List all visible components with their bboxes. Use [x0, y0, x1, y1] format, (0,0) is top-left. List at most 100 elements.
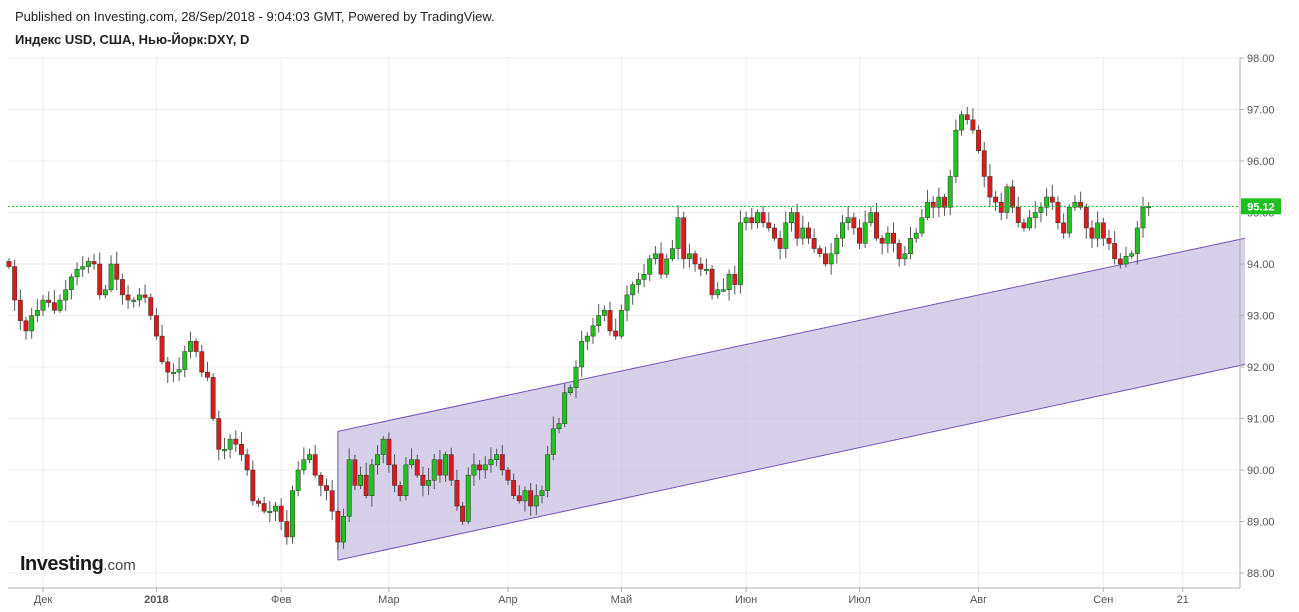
y-tick-label: 92.00	[1247, 362, 1275, 374]
candle-body	[409, 459, 415, 466]
investing-logo: Investing.com	[20, 553, 136, 575]
candle-body	[505, 469, 511, 481]
candle-body	[601, 310, 607, 316]
candle-body	[454, 480, 460, 507]
candle-body	[981, 150, 987, 177]
candle-body	[437, 459, 443, 476]
candle-body	[715, 289, 721, 296]
candle-body	[244, 454, 250, 471]
candle-body	[284, 521, 290, 538]
candle-body	[584, 335, 590, 342]
candle-body	[953, 129, 959, 177]
candle-body	[987, 176, 993, 198]
candle-body	[392, 464, 398, 486]
candle-body	[187, 341, 193, 352]
candle-body	[329, 490, 335, 512]
candle-body	[460, 505, 466, 522]
candle-body	[29, 315, 35, 332]
candle-body	[1083, 207, 1089, 229]
channel-upper-line	[337, 237, 1246, 432]
candle-body	[857, 227, 862, 244]
candle-body	[528, 490, 534, 507]
candle-body	[516, 495, 522, 502]
candle-body	[239, 444, 244, 455]
candle-body	[295, 469, 301, 491]
candle-body	[754, 212, 760, 224]
candle-body	[131, 299, 137, 302]
candle-body	[777, 238, 783, 249]
candle-body	[942, 196, 947, 208]
candle-body	[1134, 227, 1140, 254]
candle-body	[964, 114, 970, 121]
candle-body	[290, 490, 295, 538]
candle-body	[675, 217, 681, 249]
y-tick-label: 93.00	[1247, 311, 1275, 323]
candle-body	[783, 222, 789, 249]
candle-body	[800, 227, 806, 239]
candle-body	[794, 212, 800, 239]
candle-body	[386, 438, 392, 466]
published-line: Published on Investing.com, 28/Sep/2018 …	[15, 9, 495, 24]
x-tick-label: 21	[1177, 594, 1189, 606]
candle-body	[397, 485, 403, 497]
candle-body	[312, 454, 318, 476]
candle-body	[1072, 201, 1078, 208]
candle-body	[1129, 253, 1135, 257]
candle-body	[567, 387, 573, 394]
candle-body	[789, 212, 794, 224]
candle-body	[891, 232, 896, 244]
candle-body	[1100, 222, 1106, 239]
candle-body	[607, 310, 613, 332]
candle-body	[1089, 227, 1095, 239]
candle-body	[443, 454, 449, 476]
candle-body	[324, 485, 329, 491]
candle-body	[210, 377, 216, 419]
candle-body	[635, 279, 641, 285]
candle-body	[1021, 222, 1027, 229]
candle-body	[301, 459, 307, 471]
candle-body	[1004, 186, 1010, 213]
candle-body	[522, 490, 528, 502]
candle-body	[1038, 207, 1044, 213]
candle-body	[726, 274, 732, 290]
candle-body	[426, 480, 432, 486]
candle-body	[352, 459, 358, 486]
candle-body	[114, 263, 120, 280]
candle-body	[499, 454, 505, 471]
candle-body	[1010, 186, 1016, 208]
x-tick-label: Дек	[34, 594, 53, 606]
candle-body	[63, 289, 69, 301]
candle-body	[46, 299, 52, 303]
candle-body	[703, 268, 709, 271]
candle-body	[840, 222, 845, 239]
candle-body	[947, 176, 953, 208]
candle-body	[766, 222, 772, 229]
candle-body	[1106, 238, 1112, 244]
candle-body	[318, 474, 324, 486]
candle-body	[6, 261, 12, 267]
candle-body	[358, 474, 363, 486]
candle-body	[573, 366, 579, 388]
candle-body	[488, 459, 494, 466]
candle-body	[539, 490, 545, 497]
candle-body	[68, 276, 74, 290]
candle-body	[834, 238, 840, 254]
candle-body	[737, 222, 743, 285]
y-tick-label: 96.00	[1247, 156, 1275, 168]
candle-body	[1078, 201, 1084, 208]
candle-body	[250, 469, 256, 502]
candle-body	[970, 119, 976, 131]
candle-body	[851, 217, 857, 229]
candle-body	[1066, 207, 1072, 234]
candle-body	[267, 510, 273, 513]
candle-body	[681, 217, 687, 260]
candle-body	[471, 464, 477, 476]
candle-body	[709, 268, 715, 296]
candle-body	[176, 369, 182, 373]
candle-body	[216, 418, 222, 450]
candle-body	[993, 196, 999, 203]
candle-body	[465, 474, 471, 522]
candle-body	[1027, 217, 1033, 229]
candle-body	[199, 351, 205, 373]
